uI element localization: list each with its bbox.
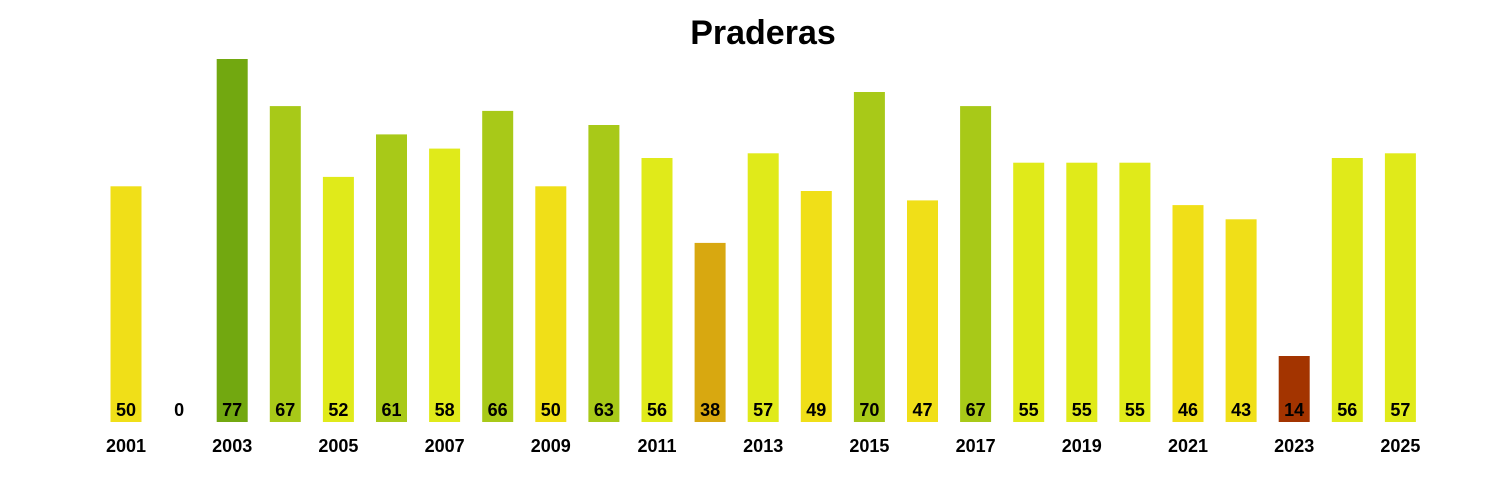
chart-title: Praderas — [690, 14, 836, 52]
bar-value-label-2019: 55 — [1072, 400, 1092, 420]
bar-value-label-2007: 58 — [435, 400, 455, 420]
bar-value-label-2018: 55 — [1019, 400, 1039, 420]
x-tick-label-2017: 2017 — [956, 436, 996, 456]
x-tick-label-2011: 2011 — [637, 436, 676, 456]
bar-2024 — [1331, 158, 1363, 422]
bar-2017 — [960, 106, 992, 422]
x-tick-label-2001: 2001 — [106, 436, 146, 456]
bar-2025 — [1384, 153, 1416, 423]
bar-value-label-2022: 43 — [1231, 400, 1251, 420]
bar-2013 — [747, 153, 779, 423]
bar-value-label-2015: 70 — [859, 400, 879, 420]
bar-value-label-2010: 63 — [594, 400, 614, 420]
x-tick-label-2019: 2019 — [1062, 436, 1102, 456]
bar-value-label-2025: 57 — [1390, 400, 1410, 420]
x-tick-label-2025: 2025 — [1380, 436, 1420, 456]
bar-value-label-2009: 50 — [541, 400, 561, 420]
bar-2006 — [376, 134, 407, 422]
bar-value-label-2005: 52 — [328, 400, 348, 420]
bar-value-label-2001: 50 — [116, 400, 136, 420]
bar-2008 — [482, 110, 514, 423]
bar-2021 — [1172, 205, 1204, 422]
bar-value-label-2013: 57 — [753, 400, 773, 420]
bar-value-label-2004: 67 — [275, 400, 295, 420]
bar-2003 — [216, 59, 248, 422]
bar-2012 — [694, 242, 726, 422]
bar-value-label-2021: 46 — [1178, 400, 1198, 420]
bar-value-label-2024: 56 — [1337, 400, 1357, 420]
bar-value-label-2002: 0 — [174, 400, 184, 420]
bar-2011 — [641, 158, 673, 422]
bar-value-label-2023: 14 — [1284, 400, 1304, 420]
bar-2020 — [1119, 162, 1151, 422]
bars-layer — [110, 59, 1416, 423]
bar-2009 — [535, 186, 567, 422]
x-tick-label-2009: 2009 — [531, 436, 571, 456]
bar-value-label-2016: 47 — [912, 400, 932, 420]
x-tick-label-2013: 2013 — [743, 436, 783, 456]
x-tick-label-2023: 2023 — [1274, 436, 1314, 456]
x-tick-label-2007: 2007 — [425, 436, 465, 456]
bar-value-label-2020: 55 — [1125, 400, 1145, 420]
bar-value-label-2012: 38 — [700, 400, 720, 420]
bar-value-label-2003: 77 — [222, 400, 242, 420]
bar-2016 — [907, 200, 938, 422]
bar-2010 — [588, 125, 620, 422]
bar-2014 — [800, 191, 832, 422]
x-axis-ticks: 2001 2003 2005 2007 2009 2011 2013 2015 2017 2019… — [106, 436, 1420, 456]
bar-value-label-2006: 61 — [381, 400, 401, 420]
x-tick-label-2005: 2005 — [318, 436, 358, 456]
bar-value-label-2011: 56 — [647, 400, 667, 420]
bar-2022 — [1225, 219, 1257, 422]
bar-2007 — [429, 148, 461, 422]
bar-value-label-2014: 49 — [806, 400, 826, 420]
bar-2004 — [269, 106, 301, 422]
bar-2015 — [853, 92, 885, 422]
x-tick-label-2003: 2003 — [212, 436, 252, 456]
bar-2023 — [1278, 356, 1310, 422]
bar-value-label-2017: 67 — [966, 400, 986, 420]
bar-2005 — [322, 176, 354, 422]
bar-2001 — [110, 186, 142, 422]
value-labels-layer: 50 0 77 67 52 61 58 66 50 63 56 38 57 49 70 47 67 55 55 55 4… — [116, 400, 1410, 420]
x-tick-label-2015: 2015 — [849, 436, 889, 456]
x-tick-label-2021: 2021 — [1168, 436, 1208, 456]
bar-2019 — [1066, 162, 1098, 422]
bar-2018 — [1013, 162, 1045, 422]
bar-value-label-2008: 66 — [488, 400, 508, 420]
